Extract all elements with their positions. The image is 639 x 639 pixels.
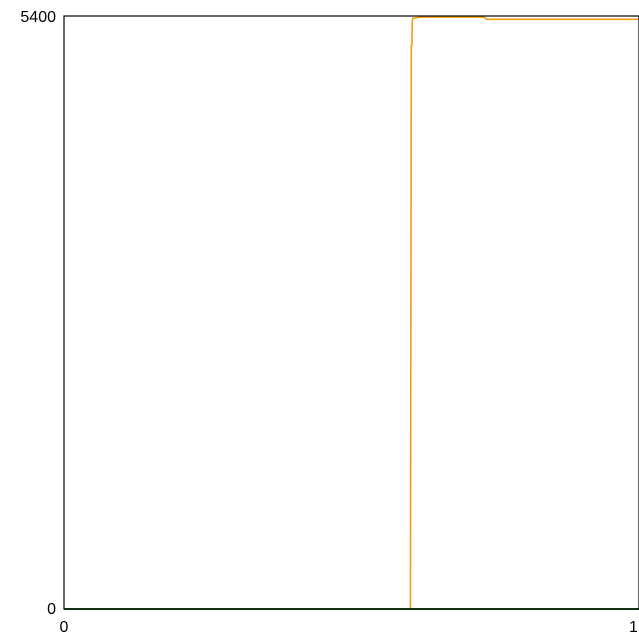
- tick-layer: 5400 00 1: [20, 9, 638, 636]
- plot-frame: [63, 15, 639, 610]
- x-tick-label-max: 1: [629, 619, 638, 636]
- series-layer: [64, 16, 639, 610]
- series-line-0: [64, 16, 639, 610]
- y-tick-label-max: 5400: [20, 9, 56, 26]
- y-tick-label-min: 0: [47, 601, 56, 618]
- x-tick-label-min: 0: [60, 619, 69, 636]
